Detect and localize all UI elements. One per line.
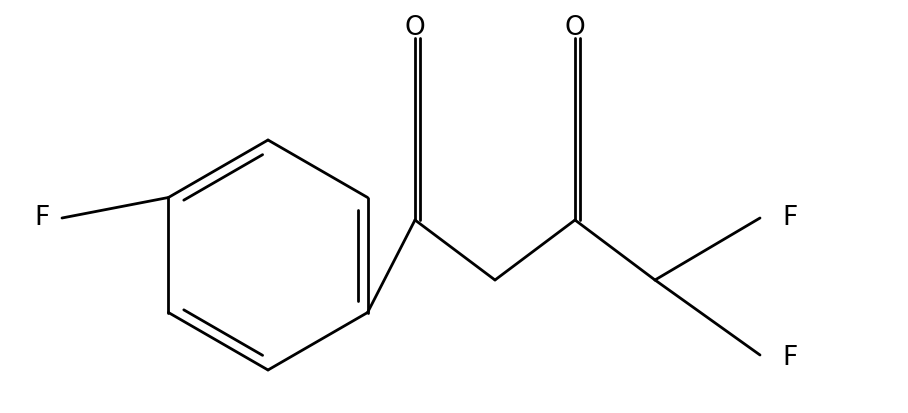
Text: O: O [405, 15, 425, 41]
Text: F: F [35, 205, 50, 231]
Text: F: F [783, 345, 797, 371]
Text: F: F [783, 205, 797, 231]
Text: O: O [565, 15, 586, 41]
